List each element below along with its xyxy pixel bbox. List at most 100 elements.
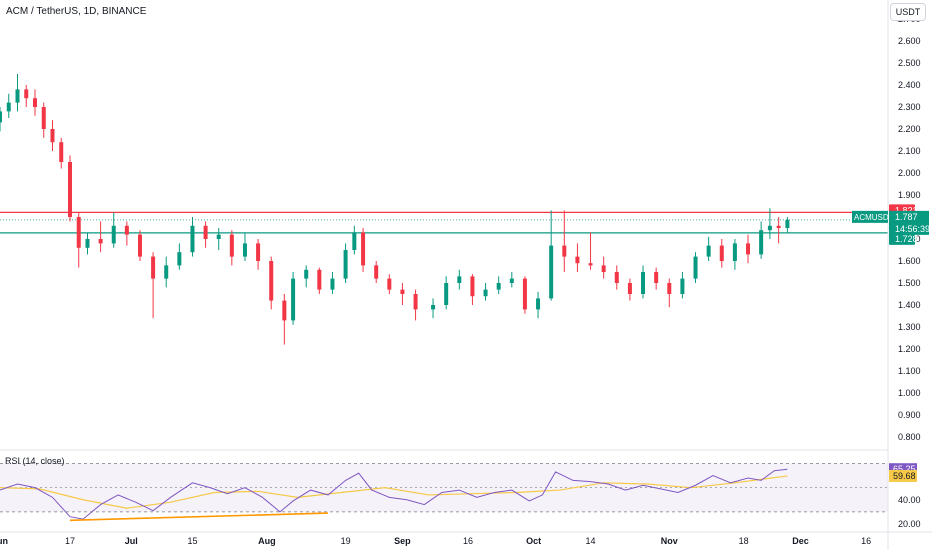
support-price-tag-bg: [889, 232, 915, 245]
candle-body: [85, 239, 90, 248]
candle-body: [470, 276, 475, 297]
countdown-text: 14:56:39: [895, 224, 930, 234]
candle-body: [562, 245, 567, 257]
time-tick-label: Nov: [661, 536, 678, 546]
candle-body: [216, 234, 221, 239]
price-tick-label: 0.800: [898, 432, 921, 442]
time-tick-label: 16: [861, 536, 871, 546]
price-tick-label: 2.100: [898, 146, 921, 156]
last-price-text: 1.787: [895, 212, 918, 222]
time-tick-label: 16: [463, 536, 473, 546]
time-tick-label: 18: [739, 536, 749, 546]
last-price-tag-bg: [889, 210, 929, 235]
rsi-layer: [0, 463, 888, 522]
candle-body: [746, 243, 751, 255]
candle-body: [343, 250, 348, 279]
candle-body: [256, 243, 261, 261]
candle-body: [575, 256, 580, 264]
rsi-ma-tag: 59.68: [889, 469, 917, 482]
candle-body: [601, 265, 606, 272]
candle-body: [522, 278, 527, 310]
candle-body: [24, 89, 29, 99]
rsi-title: RSI (14, close): [5, 456, 65, 466]
candle-body: [6, 102, 11, 112]
price-tick-label: 1.900: [898, 190, 921, 200]
price-tick-label: 1.400: [898, 300, 921, 310]
rsi-tick-label: 20.00: [898, 519, 921, 529]
candle-body: [361, 232, 366, 266]
currency-unit-button[interactable]: USDT: [890, 3, 926, 21]
candle-body: [536, 298, 541, 310]
price-tick-label: 2.500: [898, 58, 921, 68]
rsi-ma-value-text: 59.68: [893, 471, 916, 481]
candle-body: [706, 245, 711, 257]
support-price-tag-text: 1.728: [895, 234, 918, 244]
candle-body: [759, 230, 764, 255]
time-tick-label: Aug: [258, 536, 276, 546]
price-tick-label: 1.100: [898, 366, 921, 376]
price-tick-label: 1.500: [898, 278, 921, 288]
time-tick-label: Sep: [394, 536, 411, 546]
candle-body: [242, 243, 247, 257]
candle-body: [41, 107, 46, 129]
candle-body: [32, 98, 37, 107]
rsi-line: [0, 468, 788, 520]
candle-body: [0, 111, 2, 123]
candle-body: [457, 276, 462, 283]
rsi-ma-line: [0, 475, 788, 509]
rsi-ma-tag-bg: [889, 469, 917, 482]
candle-body: [614, 272, 619, 283]
candle-body: [304, 269, 309, 279]
candle-body: [641, 272, 646, 294]
candle-body: [352, 232, 357, 250]
price-tick-label: 2.300: [898, 102, 921, 112]
candle-body: [98, 239, 103, 244]
levels-layer: [0, 211, 888, 234]
rsi-value-text: 65.25: [893, 464, 916, 474]
candle-body: [719, 245, 724, 261]
candle-body: [496, 283, 501, 290]
candle-body: [785, 219, 790, 228]
candle-body: [627, 283, 632, 294]
time-tick-label: Jun: [0, 536, 8, 546]
candle-body: [549, 245, 554, 299]
candle-body: [588, 263, 593, 266]
candle-body: [330, 278, 335, 290]
price-tick-label: 2.200: [898, 124, 921, 134]
candle-body: [291, 278, 296, 321]
time-tick-label: Jul: [125, 536, 138, 546]
rsi-band: [0, 463, 888, 512]
candle-body: [444, 283, 449, 305]
candle-body: [59, 142, 64, 162]
price-tick-label: 1.200: [898, 344, 921, 354]
resistance-price-tag-text: 1.821: [895, 205, 918, 215]
last-price-tag: ACMUSDT 1.787 14:56:39: [852, 210, 930, 235]
candle-body: [654, 272, 659, 283]
candle-body: [67, 162, 72, 217]
candle-body: [374, 265, 379, 279]
candle-body: [667, 283, 672, 294]
candle-body: [164, 265, 169, 279]
price-tick-label: 1.300: [898, 322, 921, 332]
candle-body: [177, 252, 182, 266]
price-tick-label: 2.000: [898, 168, 921, 178]
time-tick-label: 14: [586, 536, 596, 546]
candle-body: [680, 278, 685, 294]
candle-body: [483, 289, 488, 297]
candle-body: [732, 243, 737, 261]
candle-body: [317, 269, 322, 290]
candle-body: [151, 256, 156, 279]
candle-body: [137, 234, 142, 257]
candle-body: [203, 225, 208, 239]
rsi-divergence-line: [69, 512, 329, 522]
support-price-tag: 1.728: [889, 232, 918, 245]
rsi-tick-label: 40.00: [898, 495, 921, 505]
time-tick-label: 17: [65, 536, 75, 546]
candle-body: [229, 234, 234, 257]
time-tick-label: 15: [187, 536, 197, 546]
candle-body: [50, 129, 55, 143]
candle-body: [15, 89, 20, 103]
time-tick-label: Oct: [526, 536, 541, 546]
